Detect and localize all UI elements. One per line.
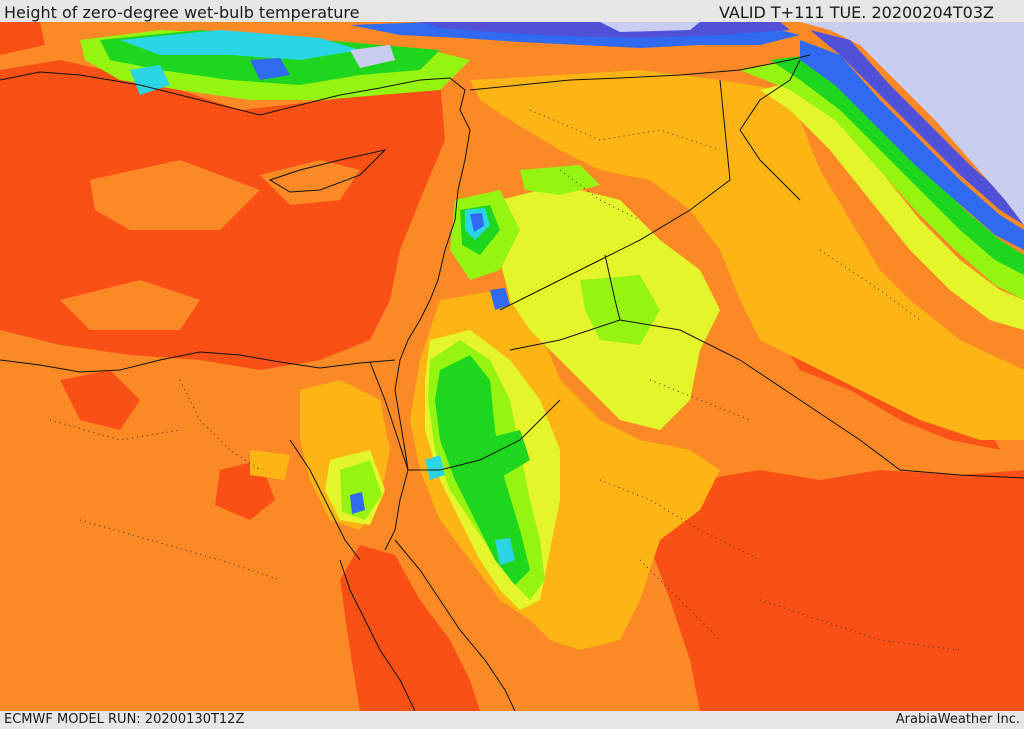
n-lavender-patch (600, 22, 700, 32)
negev-cyan (425, 455, 445, 480)
turkey-coast-green (770, 55, 1024, 275)
egypt-israel-border (369, 361, 409, 471)
map-svg (0, 22, 1024, 711)
map-title: Height of zero-degree wet-bulb temperatu… (4, 3, 360, 22)
red-sea-east-coast (394, 539, 516, 711)
jordan-valley-green (435, 355, 530, 585)
borders (0, 54, 1024, 711)
iraq-lime-spot (580, 275, 660, 345)
syria-lime-spot (520, 165, 600, 195)
syria-iraq-border (499, 79, 731, 311)
egypt-amber-spot (250, 450, 290, 480)
model-run-label: ECMWF MODEL RUN: 20200130T12Z (4, 712, 245, 727)
turkey-coast-lime (740, 60, 1024, 300)
province-lines (49, 109, 961, 651)
north-cyan-band (120, 30, 360, 60)
red-sea-red-field (340, 545, 480, 711)
syria-iraq-amber (470, 70, 1024, 440)
turkey-syria-border (469, 54, 811, 91)
nw-corner-red (0, 22, 45, 55)
iraq-yellow-band (760, 80, 1024, 330)
sinai-blue (350, 492, 365, 514)
med-orange-band-2 (60, 280, 200, 330)
turkey-blue-band (800, 40, 1024, 250)
cyprus-outline (268, 149, 387, 193)
iraq-iran-border (739, 59, 801, 201)
map-canvas (0, 22, 1024, 711)
north-indigo-band (420, 22, 790, 38)
levant-coastline (394, 129, 471, 471)
header-bar: Height of zero-degree wet-bulb temperatu… (0, 0, 1024, 22)
gulf-of-aqaba (384, 469, 409, 551)
turkey-indigo-band (810, 30, 1024, 225)
med-orange-band (90, 160, 260, 230)
red-sea-west-coast (339, 559, 416, 711)
egypt-red-patch (60, 370, 140, 430)
gulf-of-suez (289, 439, 361, 561)
egypt-north-coast (0, 351, 396, 373)
footer-bar: ECMWF MODEL RUN: 20200130T12Z ArabiaWeat… (0, 711, 1024, 729)
arabia-red-field (640, 470, 1024, 711)
jordan-cyan (495, 538, 515, 565)
jordan-saudi-border (408, 319, 621, 471)
ne-lavender-region (800, 22, 1024, 225)
valid-time-label: VALID T+111 TUE. 20200204T03Z (718, 3, 994, 22)
high-elevation-bands (120, 22, 1024, 565)
lebanon-blue (470, 213, 484, 232)
taurus-blue (250, 58, 290, 80)
orange-patches (60, 160, 360, 330)
n-lavender-patch-2 (350, 45, 395, 68)
turkey-south-coast (0, 71, 471, 131)
credit-label: ArabiaWeather Inc. (895, 712, 1020, 727)
taurus-cyan (130, 65, 170, 95)
cyprus-orange (260, 160, 360, 205)
hermon-blue (490, 288, 510, 310)
sinai-lime (340, 460, 382, 520)
jordan-iraq-border (604, 254, 1024, 479)
